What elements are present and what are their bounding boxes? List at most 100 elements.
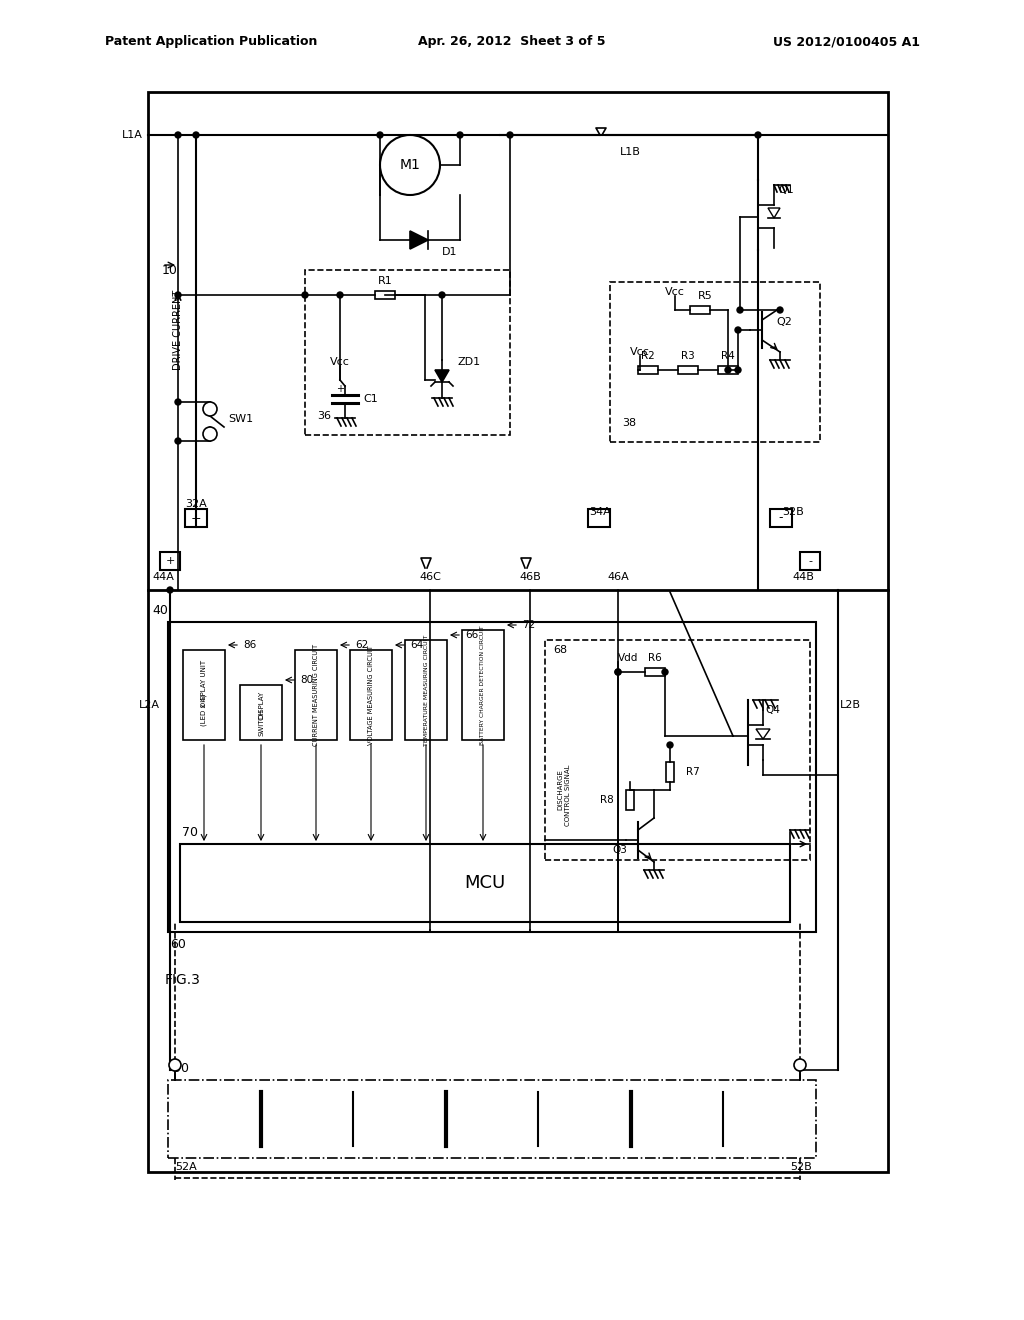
Polygon shape [410,231,428,249]
Bar [240,685,282,741]
Text: 66: 66 [465,630,478,640]
Text: R5: R5 [697,290,713,301]
Circle shape [507,132,513,139]
Bar [168,1080,816,1158]
Text: Vcc: Vcc [665,286,685,297]
Circle shape [175,399,181,405]
Bar [800,552,820,570]
Bar [148,92,888,1172]
Bar [645,668,665,676]
Text: R8: R8 [600,795,614,805]
Bar [305,271,510,436]
Circle shape [203,403,217,416]
Bar [718,366,738,374]
Text: 44B: 44B [792,572,814,582]
Text: DISPLAY UNIT: DISPLAY UNIT [201,660,207,706]
Text: 52A: 52A [175,1162,197,1172]
Bar [545,640,810,861]
Text: +: + [336,384,344,393]
Text: Patent Application Publication: Patent Application Publication [105,36,317,49]
Circle shape [457,132,463,139]
Text: 52B: 52B [790,1162,812,1172]
Bar [295,649,337,741]
Circle shape [755,132,761,139]
Bar [626,789,634,810]
Text: +: + [165,556,175,566]
Bar [180,843,790,921]
Circle shape [175,132,181,139]
Text: L1A: L1A [122,129,143,140]
Text: L2A: L2A [139,700,160,710]
Text: +: + [190,511,202,524]
Text: L2B: L2B [840,700,861,710]
Text: 80: 80 [300,675,313,685]
Circle shape [439,292,445,298]
Text: DISCHARGE: DISCHARGE [557,770,563,810]
Text: 46B: 46B [519,572,541,582]
Circle shape [193,132,199,139]
Circle shape [615,669,621,675]
Text: C1: C1 [362,393,378,404]
Text: SWITCH: SWITCH [258,709,264,737]
Text: 46A: 46A [607,572,629,582]
Bar [350,649,392,741]
Bar [375,290,395,300]
Text: (LED x 4): (LED x 4) [201,694,207,726]
Circle shape [794,1059,806,1071]
Text: 44A: 44A [152,572,174,582]
Circle shape [175,292,181,298]
Text: 34A: 34A [589,507,611,517]
Text: Apr. 26, 2012  Sheet 3 of 5: Apr. 26, 2012 Sheet 3 of 5 [418,36,606,49]
Text: VOLTAGE MEASURING CIRCUIT: VOLTAGE MEASURING CIRCUIT [368,645,374,744]
Text: FIG.3: FIG.3 [165,973,201,987]
Circle shape [662,669,668,675]
Text: 40: 40 [152,603,168,616]
Text: MCU: MCU [464,874,506,892]
Text: 72: 72 [522,620,536,630]
Text: R2: R2 [641,351,655,360]
Bar [690,306,710,314]
Text: 86: 86 [243,640,256,649]
Text: R1: R1 [378,276,392,286]
Text: 50: 50 [173,1061,189,1074]
Text: R6: R6 [648,653,662,663]
Circle shape [302,292,308,298]
Text: Vcc: Vcc [630,347,650,356]
Text: D1: D1 [442,247,458,257]
Circle shape [203,426,217,441]
Circle shape [377,132,383,139]
Text: -: - [808,556,812,566]
Bar [183,649,225,741]
Text: CURRENT MEASURING CIRCUIT: CURRENT MEASURING CIRCUIT [313,644,319,746]
Text: 70: 70 [182,825,198,838]
Bar [610,282,820,442]
Bar [168,622,816,932]
Text: US 2012/0100405 A1: US 2012/0100405 A1 [773,36,920,49]
Circle shape [777,308,783,313]
Text: 62: 62 [355,640,369,649]
Circle shape [167,587,173,593]
Bar [160,552,180,570]
Circle shape [169,1059,181,1071]
Text: ZD1: ZD1 [457,356,480,367]
Circle shape [175,438,181,444]
Circle shape [737,308,743,313]
Text: BATTERY CHARGER DETECTION CIRCUIT: BATTERY CHARGER DETECTION CIRCUIT [480,626,485,744]
Bar [462,630,504,741]
Text: R7: R7 [686,767,699,777]
Text: SW1: SW1 [228,414,253,424]
Text: 36: 36 [317,411,331,421]
Text: 32B: 32B [782,507,804,517]
Bar [770,510,792,527]
Text: 46C: 46C [419,572,441,582]
Circle shape [735,327,741,333]
Bar [666,762,674,781]
Circle shape [337,292,343,298]
Text: CONTROL SIGNAL: CONTROL SIGNAL [565,764,571,826]
Text: 64: 64 [410,640,423,649]
Text: Q4: Q4 [766,705,780,715]
Text: Q2: Q2 [776,317,792,327]
Polygon shape [435,370,449,381]
Circle shape [735,367,741,374]
Bar [638,366,658,374]
